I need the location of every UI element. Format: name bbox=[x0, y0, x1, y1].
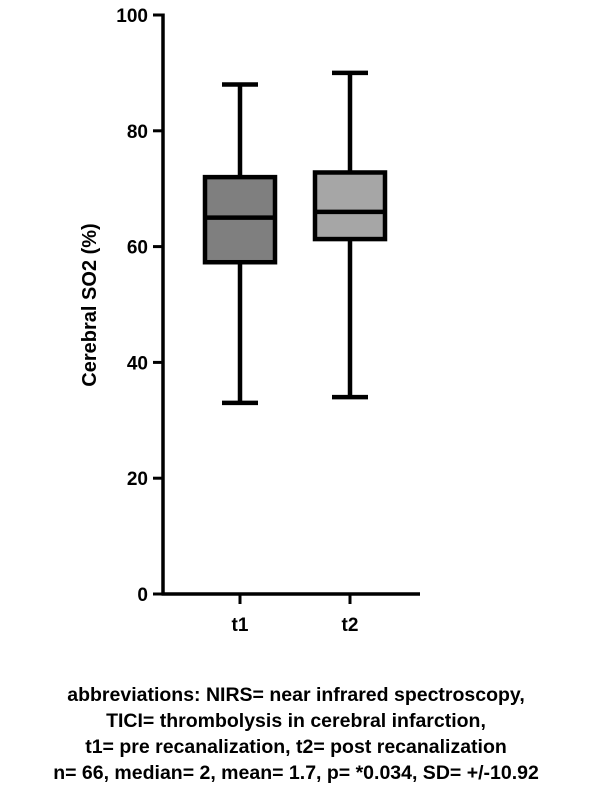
y-axis-ticks: 0 20 40 60 80 100 bbox=[116, 6, 163, 606]
box-plot-series bbox=[202, 70, 388, 406]
caption-line-tici: TICI= thrombolysis in cerebral infarctio… bbox=[106, 710, 486, 732]
box-plot-chart: 0 20 40 60 80 100 t1 t2 Cerebral SO2 (%) bbox=[79, 6, 420, 636]
y-tick-label: 20 bbox=[127, 469, 148, 490]
caption-line-abbreviations: abbreviations: NIRS= near infrared spect… bbox=[67, 684, 525, 706]
y-tick-label: 0 bbox=[137, 585, 148, 606]
x-tick-label-t1: t1 bbox=[232, 615, 249, 636]
y-tick-label: 100 bbox=[116, 6, 148, 27]
box-t2 bbox=[312, 70, 388, 400]
y-tick-label: 80 bbox=[127, 122, 148, 143]
y-tick-label: 40 bbox=[127, 353, 148, 374]
y-axis-title: Cerebral SO2 (%) bbox=[79, 223, 101, 386]
caption-line-timepoints: t1= pre recanalization, t2= post recanal… bbox=[85, 736, 507, 758]
box-t1 bbox=[202, 82, 278, 406]
y-tick-label: 60 bbox=[127, 238, 148, 259]
caption-line-statistics: n= 66, median= 2, mean= 1.7, p= *0.034, … bbox=[53, 762, 539, 784]
x-axis-ticks: t1 t2 bbox=[232, 594, 359, 636]
figure-caption: abbreviations: NIRS= near infrared spect… bbox=[0, 682, 592, 786]
x-tick-label-t2: t2 bbox=[342, 615, 359, 636]
iqr-box bbox=[312, 170, 388, 242]
